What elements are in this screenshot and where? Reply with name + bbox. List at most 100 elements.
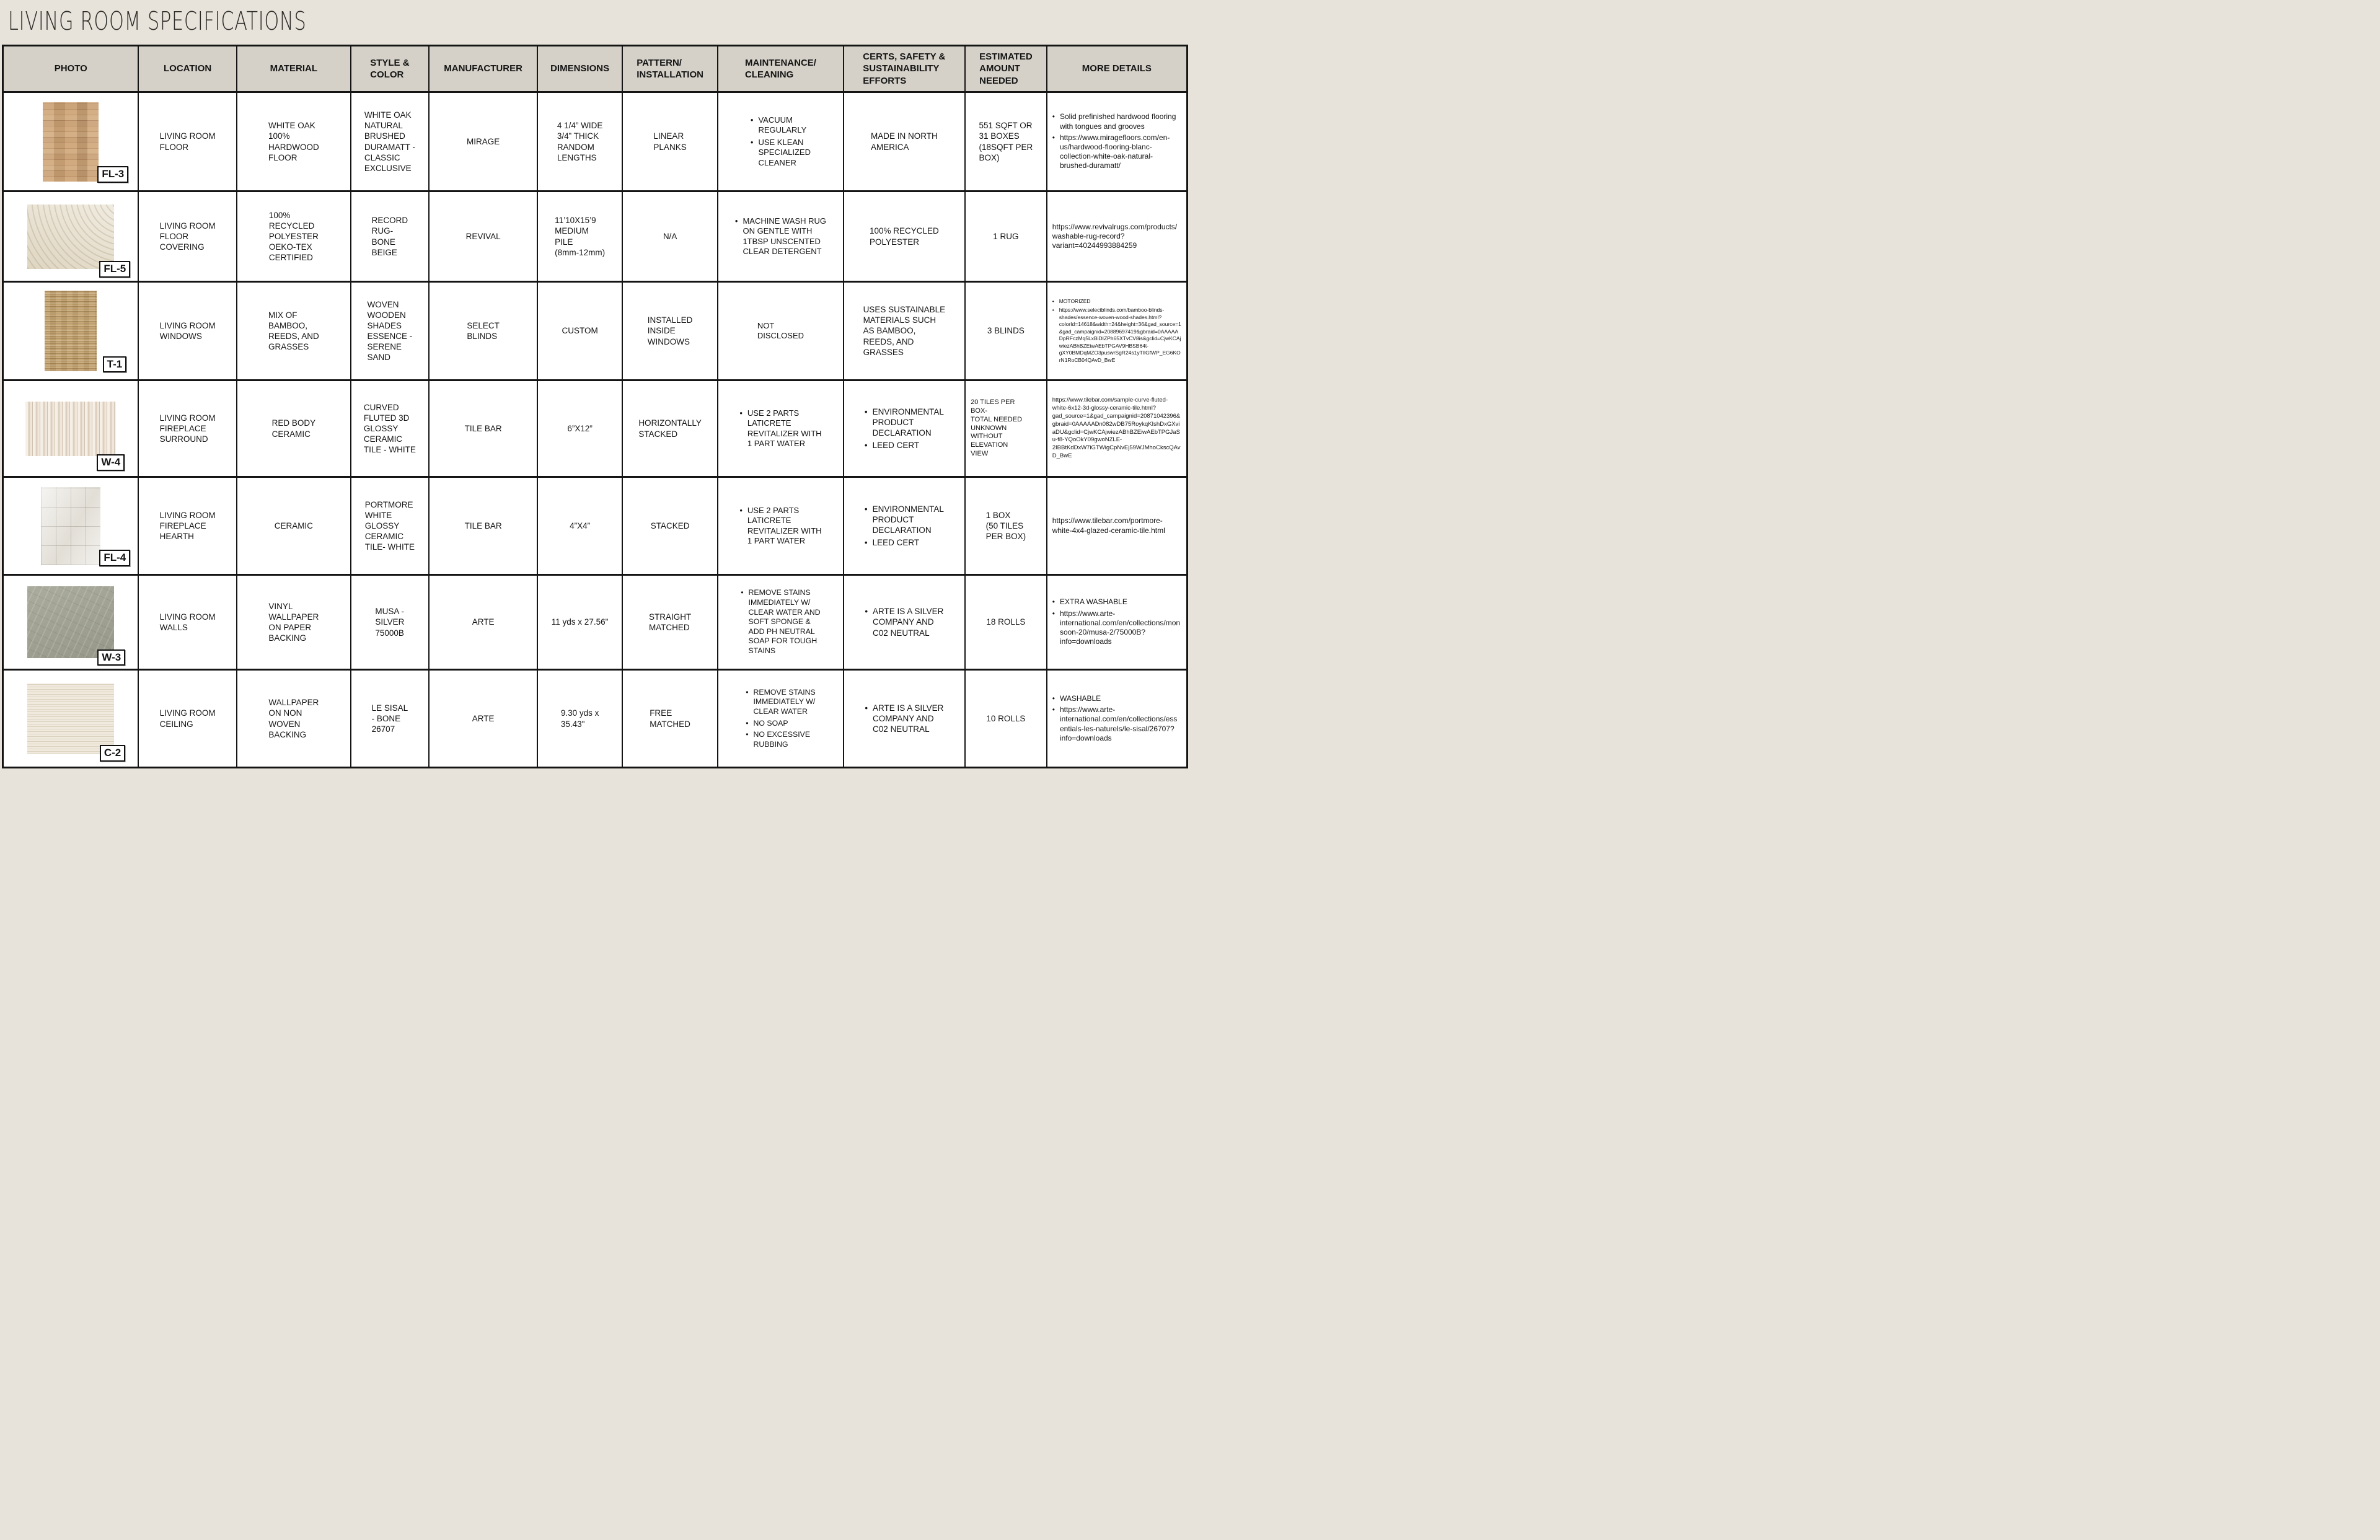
estimated-amount-cell: 20 TILES PER BOX- TOTAL NEEDED UNKNOWN W… xyxy=(966,381,1047,476)
item-tag: W-3 xyxy=(97,649,126,666)
living-room-specifications-page: LIVING ROOM SPECIFICATIONS PHOTO LOCATION… xyxy=(0,0,1190,783)
detail-text: USE 2 PARTS LATICRETE REVITALIZER WITH 1… xyxy=(747,505,822,546)
pattern-installation-cell: INSTALLED INSIDE WINDOWS xyxy=(623,283,719,379)
manufacturer-text: MIRAGE xyxy=(466,136,500,146)
pattern-installation-text: STACKED xyxy=(650,521,690,530)
estimated-amount-cell: 1 BOX (50 TILES PER BOX) xyxy=(966,478,1047,574)
bullet-icon: • xyxy=(739,505,743,515)
detail-text: EXTRA WASHABLE xyxy=(1059,597,1127,607)
estimated-amount-text: 20 TILES PER BOX- TOTAL NEEDED UNKNOWN W… xyxy=(971,398,1023,458)
certs-sustainability-text: USES SUSTAINABLE MATERIALS SUCH AS BAMBO… xyxy=(863,305,946,357)
dimensions-text: 4”X4” xyxy=(570,521,591,530)
page-title: LIVING ROOM SPECIFICATIONS xyxy=(8,6,307,36)
dimensions-cell: 11’10X15’9 MEDIUM PILE (8mm-12mm) xyxy=(538,192,623,281)
bullet-item: • ARTE IS A SILVER COMPANY AND C02 NEUTRA… xyxy=(865,703,943,734)
material-text: CERAMIC xyxy=(274,521,313,530)
pattern-installation-cell: LINEAR PLANKS xyxy=(623,93,719,190)
maintenance-cleaning-cell: • MACHINE WASH RUG ON GENTLE WITH 1TBSP U… xyxy=(718,192,844,281)
estimated-amount-cell: 10 ROLLS xyxy=(966,671,1047,767)
dimensions-cell: CUSTOM xyxy=(538,283,623,379)
manufacturer-text: SELECT BLINDS xyxy=(467,320,500,341)
specifications-table: PHOTO LOCATION MATERIAL STYLE & COLOR MANUFA… xyxy=(2,45,1188,768)
dimensions-text: 6”X12” xyxy=(567,423,593,433)
location-text: LIVING ROOM CEILING xyxy=(159,708,216,729)
bullet-item: • https://www.miragefloors.com/en-us/hard… xyxy=(1052,133,1181,171)
estimated-amount-cell: 1 RUG xyxy=(966,192,1047,281)
bullet-icon: • xyxy=(865,703,868,713)
url-text: https://www.miragefloors.com/en-us/hardw… xyxy=(1059,133,1170,170)
column-header-material: MATERIAL xyxy=(237,46,351,91)
certs-sustainability-text: MADE IN NORTH AMERICA xyxy=(870,131,938,152)
photo-wrapper: W-4 xyxy=(25,401,125,471)
material-cell: WHITE OAK 100% HARDWOOD FLOOR xyxy=(237,93,351,190)
photo-cell: FL-3 xyxy=(4,93,139,190)
certs-sustainability-cell: • ENVIRONMENTAL PRODUCT DECLARATION • LEED … xyxy=(844,478,966,574)
record-rug-swatch xyxy=(27,204,115,269)
style-color-text: WHITE OAK NATURAL BRUSHED DURAMATT - CLA… xyxy=(364,110,415,173)
location-cell: LIVING ROOM FLOOR COVERING xyxy=(139,192,237,281)
location-cell: LIVING ROOM WINDOWS xyxy=(139,283,237,379)
pattern-installation-text: FREE MATCHED xyxy=(650,708,690,729)
maintenance-cleaning-cell: NOT DISCLOSED xyxy=(718,283,844,379)
photo-cell: T-1 xyxy=(4,283,139,379)
bullet-item: • VACUUM REGULARLY xyxy=(751,115,811,136)
pattern-installation-text: N/A xyxy=(663,231,677,241)
bullet-icon: • xyxy=(864,441,868,451)
detail-text: REMOVE STAINS IMMEDIATELY W/ CLEAR WATER… xyxy=(748,588,821,656)
more-details-cell: • Solid prefinished hardwood flooring wit… xyxy=(1047,93,1186,190)
detail-text: LEED CERT xyxy=(872,538,920,548)
detail-text: ENVIRONMENTAL PRODUCT DECLARATION xyxy=(872,504,944,535)
estimated-amount-text: 1 BOX (50 TILES PER BOX) xyxy=(985,510,1026,542)
bullet-icon: • xyxy=(746,687,749,697)
pattern-installation-text: INSTALLED INSIDE WINDOWS xyxy=(647,315,693,346)
photo-wrapper: C-2 xyxy=(27,683,126,762)
photo-cell: FL-5 xyxy=(4,192,139,281)
pattern-installation-cell: FREE MATCHED xyxy=(623,671,719,767)
column-header-dimensions: DIMENSIONS xyxy=(538,46,623,91)
detail-text: VACUUM REGULARLY xyxy=(758,115,807,135)
bullet-icon: • xyxy=(750,115,754,125)
photo-wrapper: FL-4 xyxy=(41,486,131,566)
bullet-item: • LEED CERT xyxy=(865,537,944,548)
manufacturer-text: REVIVAL xyxy=(465,231,501,241)
item-tag: C-2 xyxy=(99,745,126,762)
material-text: RED BODY CERAMIC xyxy=(271,418,316,439)
bullet-item: • https://www.arte-international.com/en/c… xyxy=(1052,609,1181,647)
more-details-cell: https://www.tilebar.com/sample-curve-flu… xyxy=(1047,381,1186,476)
detail-text: LEED CERT xyxy=(872,441,920,451)
table-row-fl-3: FL-3 LIVING ROOM FLOOR WHITE OAK 100% HARD… xyxy=(4,93,1186,192)
bullet-icon: • xyxy=(739,408,743,418)
bullet-item: • NO EXCESSIVE RUBBING xyxy=(746,730,816,749)
manufacturer-text: ARTE xyxy=(472,617,495,627)
dimensions-cell: 9.30 yds x 35.43" xyxy=(538,671,623,767)
column-header-maintenance-cleaning: MAINTENANCE/ CLEANING xyxy=(718,46,844,91)
material-cell: 100% RECYCLED POLYESTER OEKO-TEX CERTIFI… xyxy=(237,192,351,281)
url-text: https://www.tilebar.com/sample-curve-flu… xyxy=(1052,397,1181,459)
location-cell: LIVING ROOM WALLS xyxy=(139,576,237,669)
certs-sustainability-cell: 100% RECYCLED POLYESTER xyxy=(844,192,966,281)
le-sisal-wallpaper-swatch xyxy=(27,683,115,754)
manufacturer-text: TILE BAR xyxy=(464,521,502,530)
column-header-certs-sustainability: CERTS, SAFETY & SUSTAINABILITY EFFORTS xyxy=(844,46,966,91)
item-tag: W-4 xyxy=(97,454,125,471)
bullet-item: • Solid prefinished hardwood flooring wit… xyxy=(1052,112,1181,131)
url-text: https://www.arte-international.com/en/co… xyxy=(1059,609,1181,646)
musa-wallpaper-swatch xyxy=(27,586,115,658)
detail-text: WASHABLE xyxy=(1059,693,1101,703)
photo-cell: W-4 xyxy=(4,381,139,476)
bullet-item: • LEED CERT xyxy=(865,440,944,451)
table-row-c-2: C-2 LIVING ROOM CEILING WALLPAPER ON NON W… xyxy=(4,671,1186,767)
detail-text: ARTE IS A SILVER COMPANY AND C02 NEUTRAL xyxy=(873,703,944,734)
estimated-amount-text: 3 BLINDS xyxy=(987,326,1025,336)
material-cell: CERAMIC xyxy=(237,478,351,574)
bullet-icon: • xyxy=(864,504,868,514)
bullet-item: • MOTORIZED xyxy=(1052,298,1181,305)
bullet-item: • REMOVE STAINS IMMEDIATELY W/ CLEAR WATE… xyxy=(746,688,816,717)
table-row-fl-5: FL-5 LIVING ROOM FLOOR COVERING 100% RECYC… xyxy=(4,192,1186,283)
manufacturer-cell: MIRAGE xyxy=(430,93,539,190)
material-cell: MIX OF BAMBOO, REEDS, AND GRASSES xyxy=(237,283,351,379)
pattern-installation-text: HORIZONTALLY STACKED xyxy=(638,418,702,439)
pattern-installation-text: LINEAR PLANKS xyxy=(653,131,687,152)
material-cell: VINYL WALLPAPER ON PAPER BACKING xyxy=(237,576,351,669)
photo-wrapper: T-1 xyxy=(45,291,127,372)
